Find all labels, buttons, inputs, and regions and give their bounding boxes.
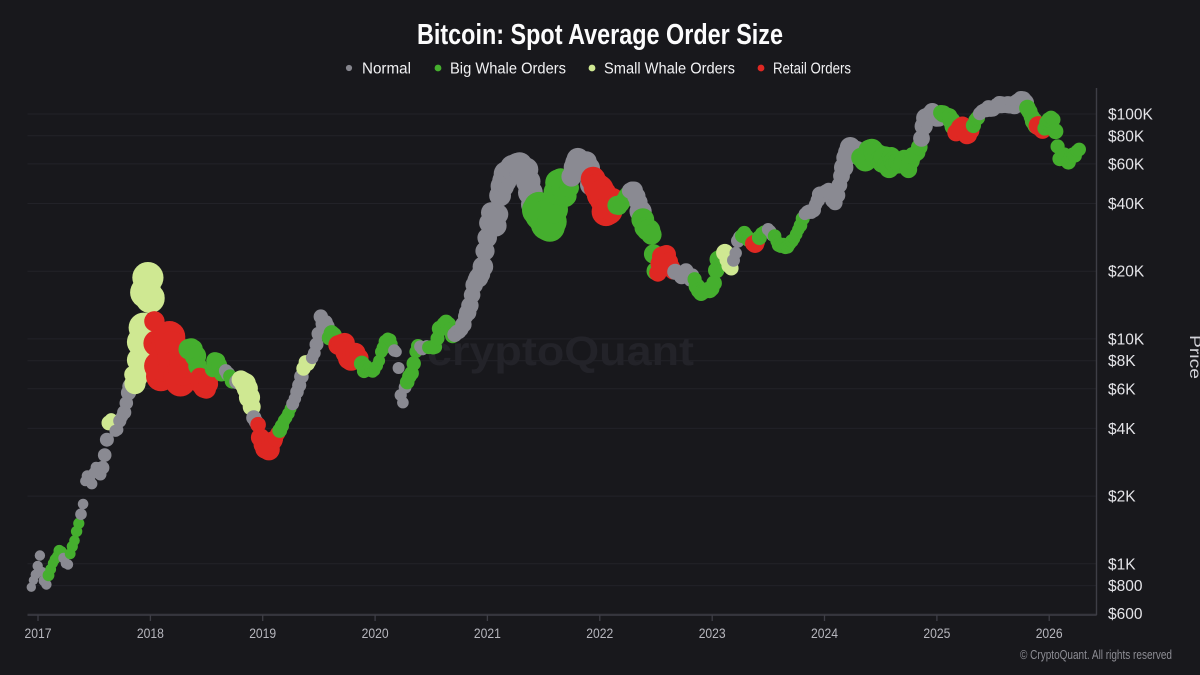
svg-text:cryptoQuant: cryptoQuant [427, 328, 694, 374]
svg-text:Small Whale Orders: Small Whale Orders [604, 61, 735, 78]
svg-text:$6K: $6K [1108, 381, 1136, 398]
svg-text:Bitcoin: Spot Average Order Si: Bitcoin: Spot Average Order Size [417, 19, 783, 51]
svg-text:2024: 2024 [811, 625, 838, 641]
svg-text:2021: 2021 [474, 625, 501, 641]
svg-text:$60K: $60K [1108, 156, 1145, 173]
svg-text:$40K: $40K [1108, 196, 1145, 213]
svg-text:$8K: $8K [1108, 353, 1136, 370]
svg-text:2026: 2026 [1036, 625, 1063, 641]
svg-text:$10K: $10K [1108, 331, 1145, 348]
svg-text:$100K: $100K [1108, 107, 1153, 124]
svg-text:$600: $600 [1108, 606, 1143, 623]
svg-text:2017: 2017 [25, 625, 52, 641]
svg-text:2023: 2023 [699, 625, 726, 641]
svg-text:2019: 2019 [249, 625, 276, 641]
svg-text:$2K: $2K [1108, 489, 1136, 506]
svg-text:$20K: $20K [1108, 264, 1145, 281]
svg-text:Price: Price [1186, 335, 1200, 379]
svg-text:2022: 2022 [586, 625, 613, 641]
svg-text:© CryptoQuant. All rights rese: © CryptoQuant. All rights reserved [1020, 648, 1172, 662]
svg-text:2020: 2020 [362, 625, 389, 641]
svg-text:Normal: Normal [362, 61, 411, 78]
svg-text:$1K: $1K [1108, 556, 1136, 573]
svg-text:$4K: $4K [1108, 421, 1136, 438]
svg-text:2025: 2025 [923, 625, 950, 641]
svg-text:Big Whale Orders: Big Whale Orders [450, 61, 566, 78]
svg-text:2018: 2018 [137, 625, 164, 641]
svg-text:Retail Orders: Retail Orders [773, 61, 851, 78]
svg-text:$80K: $80K [1108, 128, 1145, 145]
svg-text:$800: $800 [1108, 578, 1143, 595]
